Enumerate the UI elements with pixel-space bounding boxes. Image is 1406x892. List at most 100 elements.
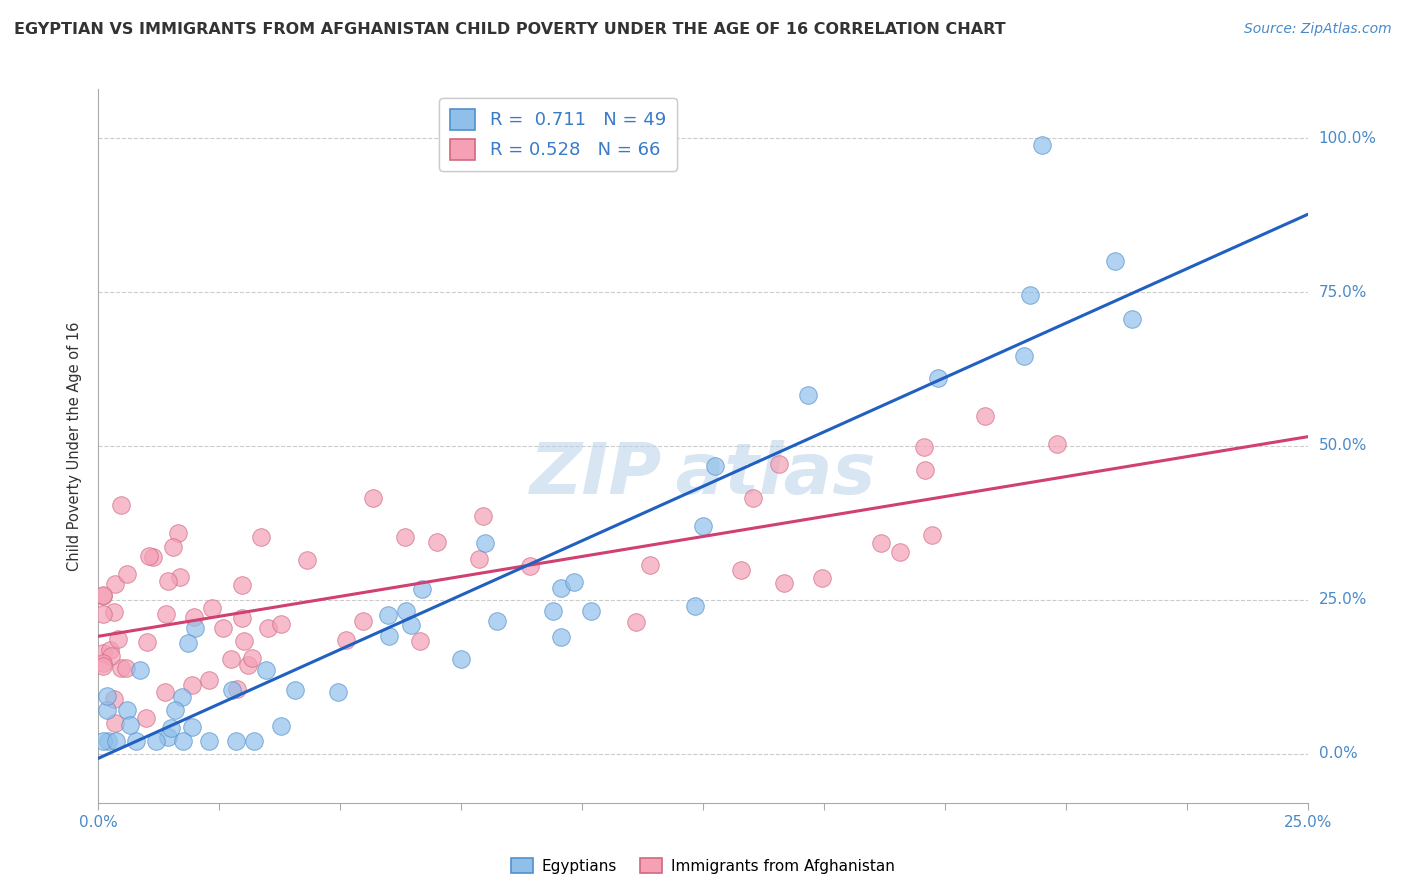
Point xyxy=(914,462,936,476)
Legend: R =  0.711   N = 49, R = 0.528   N = 66: R = 0.711 N = 49, R = 0.528 N = 66 xyxy=(439,98,676,170)
Point xyxy=(409,634,432,648)
Point xyxy=(550,630,572,644)
Point xyxy=(485,614,508,628)
Point xyxy=(474,535,496,549)
Point xyxy=(115,661,138,675)
Point xyxy=(231,611,253,625)
Point xyxy=(177,636,200,650)
Point xyxy=(335,632,357,647)
Point xyxy=(912,441,935,455)
Point xyxy=(142,549,165,564)
Point xyxy=(104,734,127,748)
Point xyxy=(870,535,893,549)
Point xyxy=(225,734,247,748)
Point xyxy=(238,657,260,672)
Y-axis label: Child Poverty Under the Age of 16: Child Poverty Under the Age of 16 xyxy=(67,321,83,571)
Point xyxy=(103,692,125,706)
Point xyxy=(284,683,307,698)
Point xyxy=(120,718,142,732)
Point xyxy=(683,599,706,614)
Point xyxy=(377,607,399,622)
Point xyxy=(638,558,661,573)
Point xyxy=(96,689,118,703)
Point xyxy=(231,578,253,592)
Point xyxy=(96,703,118,717)
Point xyxy=(270,719,292,733)
Text: Source: ZipAtlas.com: Source: ZipAtlas.com xyxy=(1244,22,1392,37)
Point xyxy=(221,683,243,698)
Point xyxy=(768,457,790,471)
Text: 50.0%: 50.0% xyxy=(1319,439,1367,453)
Text: 100.0%: 100.0% xyxy=(1319,131,1376,146)
Point xyxy=(181,678,204,692)
Point xyxy=(128,663,150,677)
Point xyxy=(256,621,278,635)
Point xyxy=(201,601,224,615)
Point xyxy=(219,652,242,666)
Point xyxy=(426,535,449,549)
Point xyxy=(156,574,179,588)
Point xyxy=(450,652,472,666)
Point xyxy=(110,661,132,675)
Point xyxy=(91,607,114,622)
Point xyxy=(181,720,204,734)
Point xyxy=(91,590,114,604)
Point xyxy=(395,604,418,618)
Point xyxy=(927,371,949,385)
Point xyxy=(136,635,159,649)
Point xyxy=(811,571,834,585)
Point xyxy=(162,541,184,555)
Point xyxy=(91,588,114,602)
Point xyxy=(198,673,221,687)
Point xyxy=(167,525,190,540)
Point xyxy=(91,734,114,748)
Point xyxy=(240,650,263,665)
Point xyxy=(110,498,132,512)
Point xyxy=(797,388,820,402)
Point xyxy=(742,491,765,505)
Point xyxy=(1121,312,1143,326)
Point xyxy=(562,575,585,590)
Point xyxy=(93,646,115,660)
Point xyxy=(579,603,602,617)
Point xyxy=(115,566,138,581)
Point xyxy=(378,629,401,643)
Point xyxy=(250,531,273,545)
Point xyxy=(98,643,121,657)
Point xyxy=(91,659,114,673)
Point xyxy=(297,553,319,567)
Point xyxy=(411,582,433,596)
Point xyxy=(889,545,911,559)
Point xyxy=(172,734,194,748)
Point xyxy=(270,617,292,632)
Point xyxy=(471,508,494,523)
Point xyxy=(226,681,249,696)
Point xyxy=(198,734,221,748)
Point xyxy=(212,621,235,635)
Point xyxy=(243,734,266,748)
Point xyxy=(157,731,180,745)
Point xyxy=(399,617,422,632)
Point xyxy=(921,528,943,542)
Point xyxy=(1046,436,1069,450)
Text: 75.0%: 75.0% xyxy=(1319,285,1367,300)
Point xyxy=(543,604,565,618)
Point xyxy=(153,684,176,698)
Text: 0.0%: 0.0% xyxy=(1319,746,1357,761)
Point xyxy=(155,607,177,622)
Point xyxy=(1104,254,1126,268)
Point xyxy=(773,576,796,591)
Point xyxy=(163,703,186,717)
Point xyxy=(1031,137,1053,152)
Point xyxy=(233,634,256,648)
Point xyxy=(172,690,194,704)
Point xyxy=(624,615,647,629)
Point xyxy=(183,610,205,624)
Point xyxy=(145,734,167,748)
Text: ZIP atlas: ZIP atlas xyxy=(530,440,876,509)
Legend: Egyptians, Immigrants from Afghanistan: Egyptians, Immigrants from Afghanistan xyxy=(505,852,901,880)
Point xyxy=(974,409,997,423)
Point xyxy=(394,530,416,544)
Point xyxy=(103,605,125,619)
Point xyxy=(326,685,349,699)
